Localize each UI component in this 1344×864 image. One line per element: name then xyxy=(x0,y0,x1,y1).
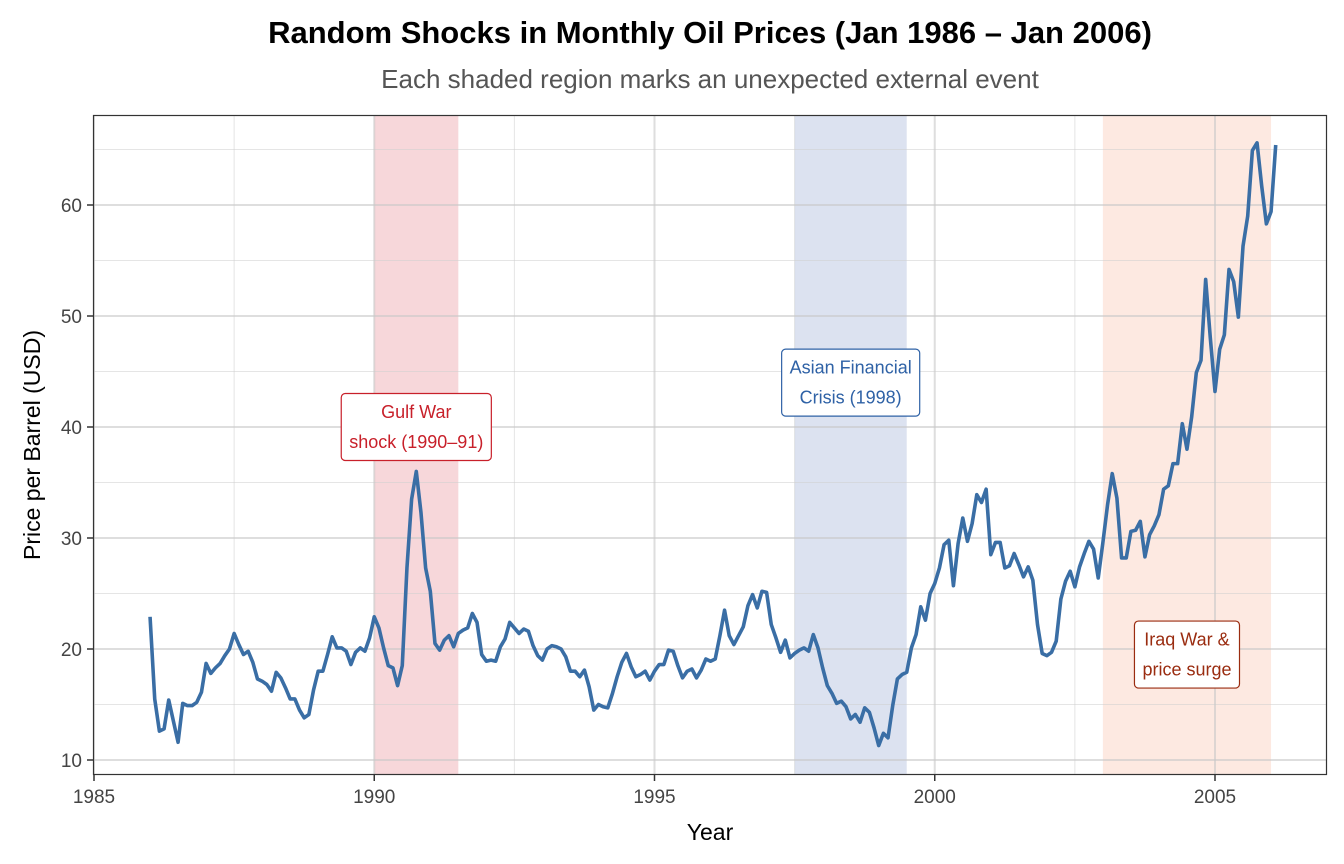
chart-subtitle: Each shaded region marks an unexpected e… xyxy=(381,64,1039,94)
annotation-label: Iraq War & price surge xyxy=(1133,620,1241,689)
series-layer xyxy=(148,141,1278,748)
y-tick-label: 30 xyxy=(61,529,82,550)
y-tick-label: 40 xyxy=(61,418,82,439)
y-axis: 10 20 30 40 50 60 xyxy=(61,196,94,772)
y-tick-label: 50 xyxy=(61,307,82,328)
x-tick-label: 1990 xyxy=(353,787,395,808)
annotation-box xyxy=(340,392,492,462)
x-tick-label: 1985 xyxy=(73,787,115,808)
annotation-box xyxy=(1133,620,1241,689)
x-axis-title: Year xyxy=(687,819,734,845)
chart-title: Random Shocks in Monthly Oil Prices (Jan… xyxy=(268,15,1152,50)
annotation-text-line: Asian Financial xyxy=(790,358,912,378)
annotation-box xyxy=(781,348,921,417)
annotation-text-line: price surge xyxy=(1142,660,1231,680)
x-tick-label: 1995 xyxy=(633,787,675,808)
y-axis-title: Price per Barrel (USD) xyxy=(19,330,45,560)
x-axis: 1985 1990 1995 2000 2005 xyxy=(73,774,1236,808)
y-tick-label: 10 xyxy=(61,751,82,772)
annotation-label: Asian Financial Crisis (1998) xyxy=(781,348,921,417)
shaded-region-asian-financial-crisis xyxy=(794,116,907,774)
x-tick-label: 2005 xyxy=(1194,787,1236,808)
x-tick-label: 2000 xyxy=(914,787,956,808)
annotation-text-line: Gulf War xyxy=(381,402,451,422)
series-line-oil-price xyxy=(148,141,1278,748)
y-tick-label: 20 xyxy=(61,640,82,661)
annotation-text-line: Iraq War & xyxy=(1144,630,1229,650)
annotation-label: Gulf War shock (1990–91) xyxy=(340,392,492,462)
panel-border xyxy=(92,114,1328,776)
annotation-text-line: Crisis (1998) xyxy=(800,388,902,408)
annotations: Gulf War shock (1990–91) Asian Financial Cr… xyxy=(340,348,1241,689)
annotation-text-line: shock (1990–91) xyxy=(349,432,483,452)
y-tick-label: 60 xyxy=(61,196,82,217)
